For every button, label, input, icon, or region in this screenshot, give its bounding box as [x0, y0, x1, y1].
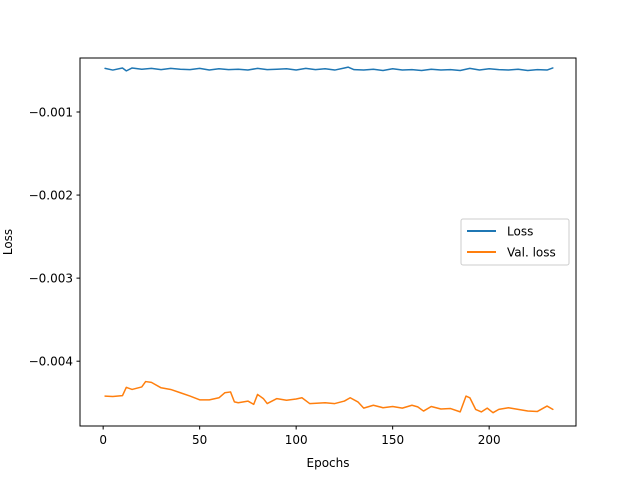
x-tick-label: 150: [381, 433, 404, 447]
x-tick-label: 100: [285, 433, 308, 447]
loss-series-line: [104, 66, 554, 72]
y-tick-label: −0.001: [29, 105, 73, 119]
y-axis-label: Loss: [1, 229, 15, 255]
y-tick-label: −0.004: [29, 355, 73, 369]
val-loss-series-line: [104, 380, 554, 414]
x-tick-label: 50: [192, 433, 207, 447]
legend-label-val-loss: Val. loss: [507, 246, 556, 260]
legend: Loss Val. loss: [460, 218, 570, 266]
y-axis: −0.001 −0.002 −0.003 −0.004: [29, 105, 80, 369]
x-tick-label: 0: [99, 433, 107, 447]
legend-label-loss: Loss: [507, 225, 533, 239]
series-layer: [104, 66, 554, 414]
y-tick-label: −0.002: [29, 189, 73, 203]
x-axis-label: Epochs: [307, 456, 350, 470]
x-axis: 0 50 100 150 200: [99, 426, 501, 447]
x-tick-label: 200: [478, 433, 501, 447]
y-tick-label: −0.003: [29, 272, 73, 286]
plot-frame: [79, 57, 577, 427]
